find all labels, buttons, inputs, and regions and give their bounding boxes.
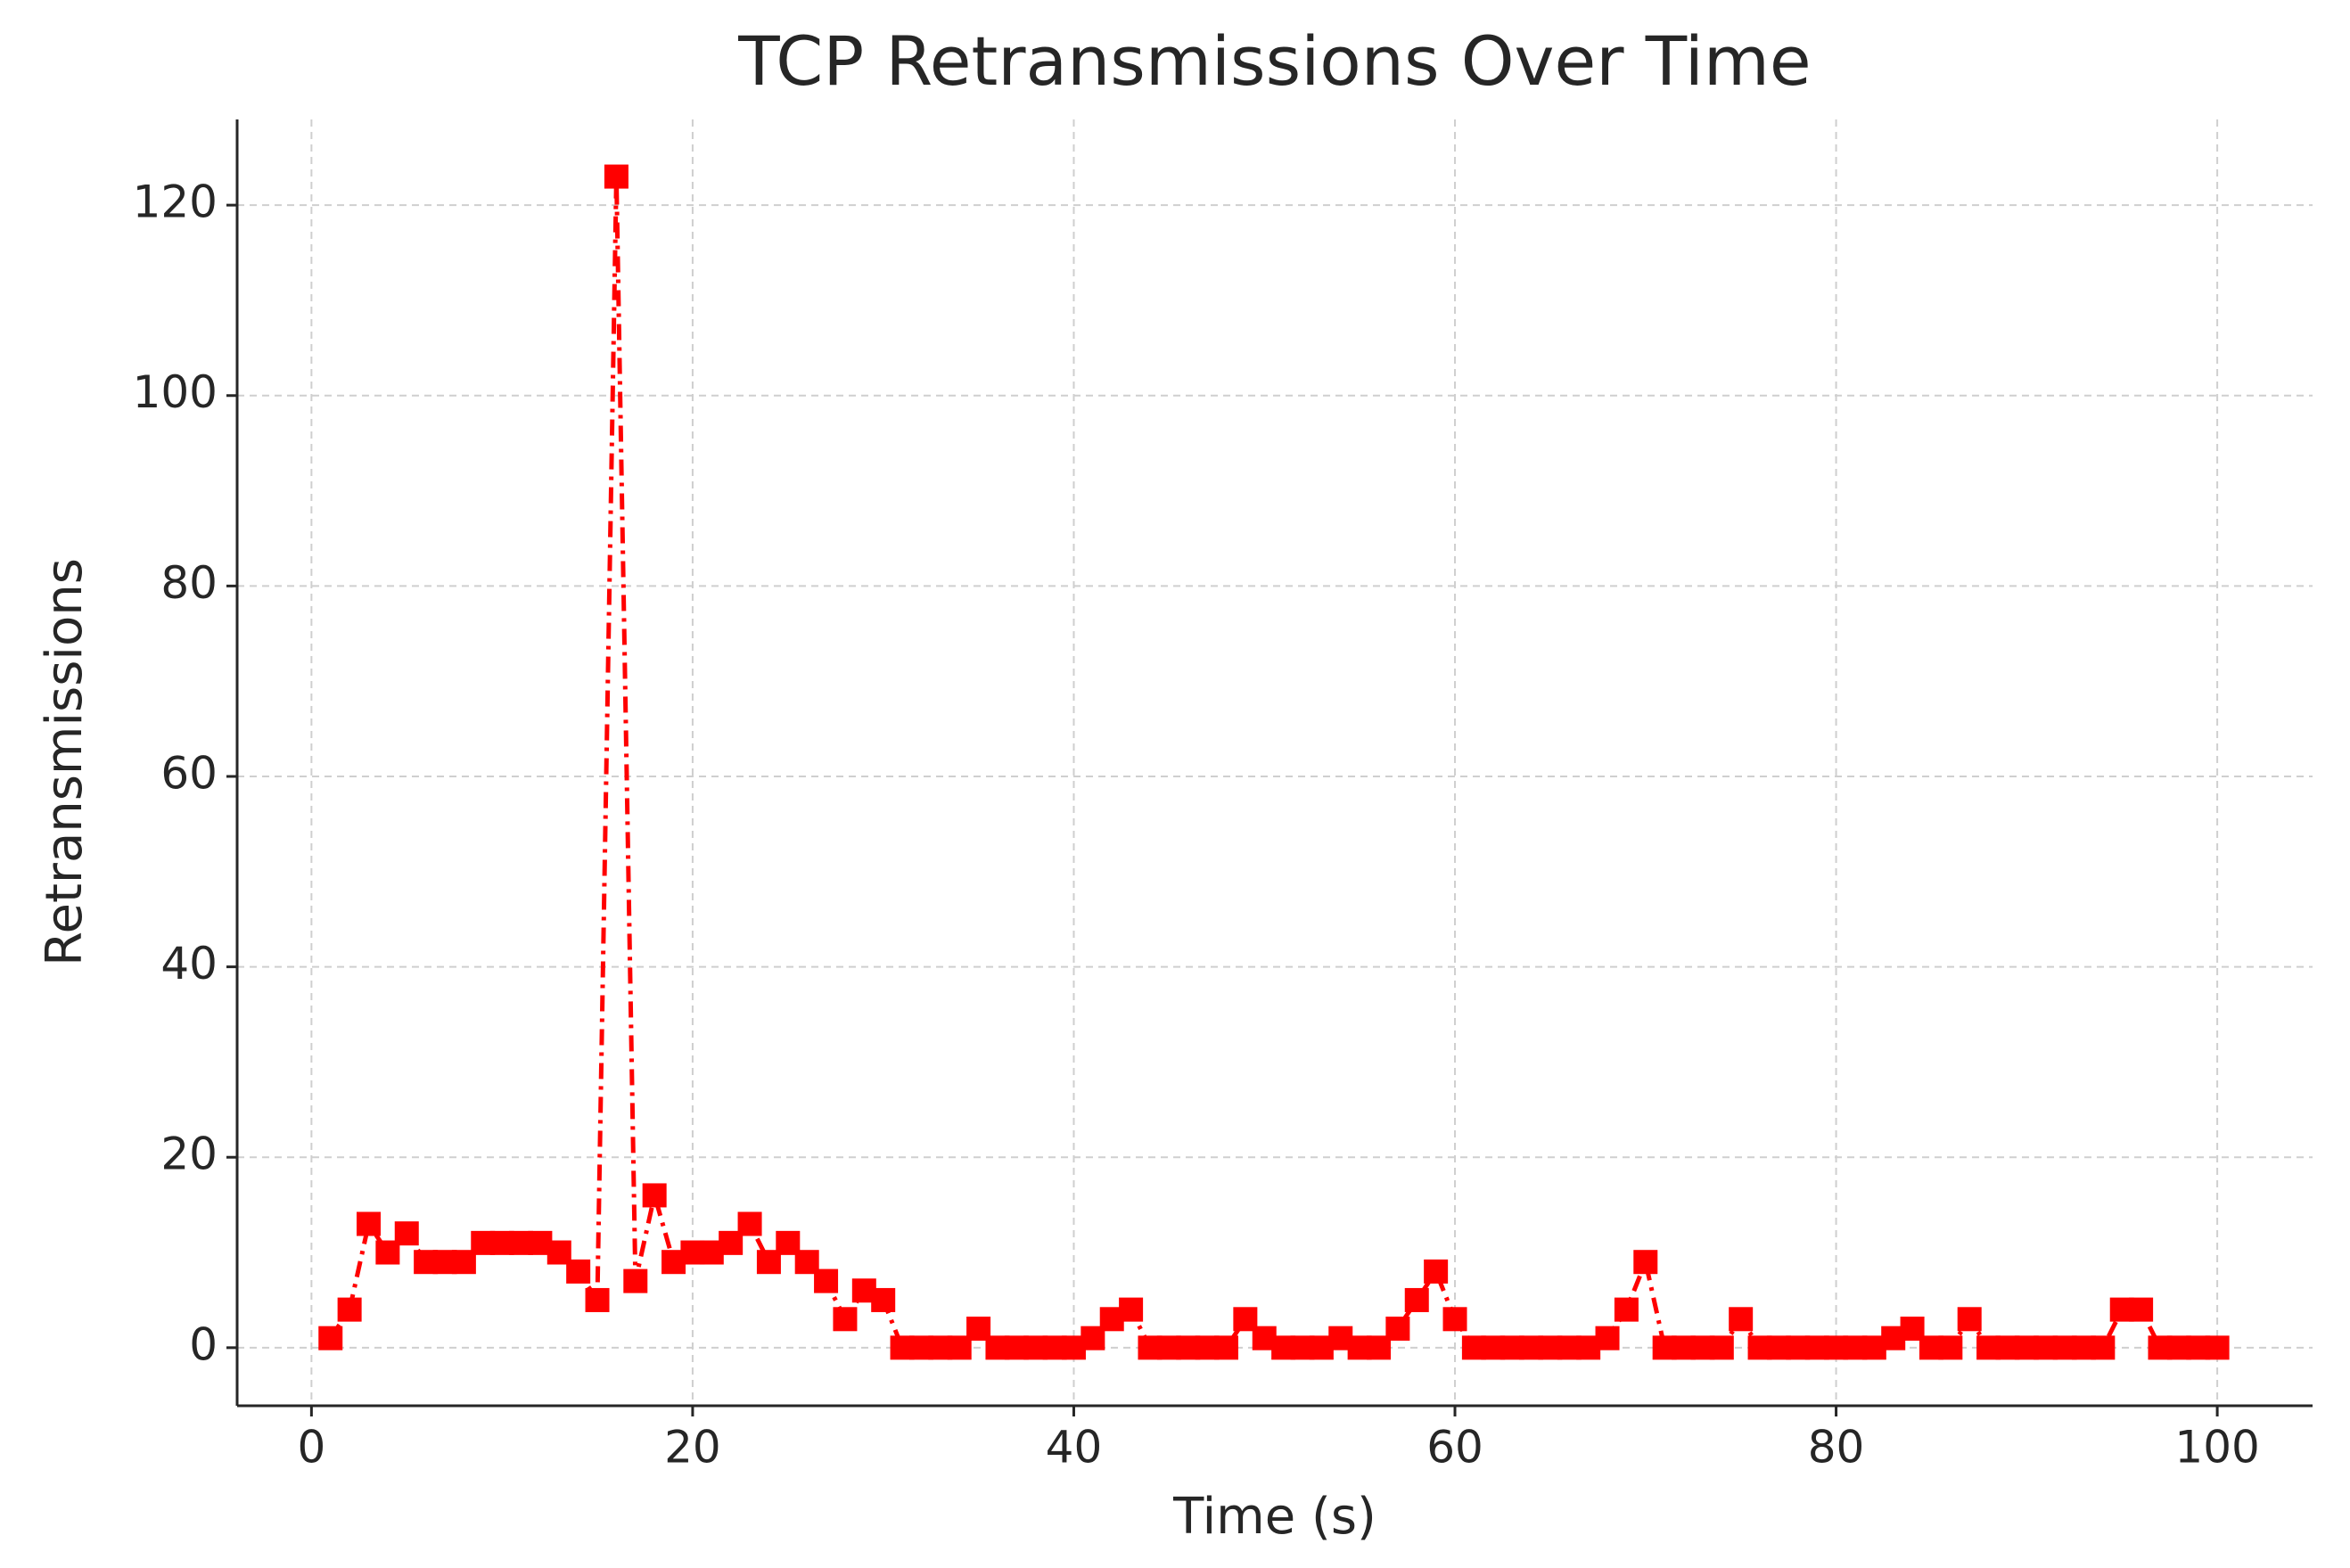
x-tick-label: 80 — [1808, 1422, 1865, 1474]
data-point — [585, 1287, 610, 1312]
y-tick-label: 120 — [133, 177, 218, 228]
x-tick-label: 20 — [664, 1422, 721, 1474]
data-point — [2129, 1297, 2154, 1322]
data-point — [2091, 1335, 2116, 1360]
y-tick-label: 0 — [189, 1318, 218, 1370]
x-tick-label: 40 — [1046, 1422, 1103, 1474]
data-point — [2205, 1335, 2230, 1360]
y-tick-label: 40 — [160, 938, 218, 989]
x-axis-label: Time (s) — [1172, 1488, 1376, 1546]
data-point — [604, 164, 629, 189]
data-point — [357, 1211, 382, 1236]
data-point — [833, 1307, 858, 1332]
data-point — [737, 1211, 762, 1236]
data-point — [623, 1268, 648, 1293]
y-tick-label: 80 — [160, 557, 218, 609]
x-tick-label: 60 — [1426, 1422, 1483, 1474]
data-point — [1595, 1326, 1620, 1350]
x-tick-label: 0 — [297, 1422, 325, 1474]
y-tick-label: 20 — [160, 1129, 218, 1180]
data-line — [328, 177, 2218, 1350]
data-point — [1633, 1250, 1658, 1275]
x-tick-label: 100 — [2174, 1422, 2259, 1474]
data-point — [337, 1297, 362, 1322]
data-point — [642, 1183, 667, 1208]
chart-title: TCP Retransmissions Over Time — [737, 21, 1811, 101]
data-point — [566, 1259, 591, 1284]
data-point — [1938, 1335, 1963, 1360]
data-point — [1404, 1287, 1429, 1312]
data-point — [318, 1326, 343, 1350]
data-point — [814, 1268, 839, 1293]
data-point — [871, 1287, 896, 1312]
data-point — [1729, 1307, 1754, 1332]
data-point — [1614, 1297, 1639, 1322]
y-tick-label: 100 — [133, 366, 218, 418]
data-point — [1957, 1307, 1982, 1332]
data-point — [1213, 1335, 1238, 1360]
data-point — [1709, 1335, 1734, 1360]
data-point — [1442, 1307, 1467, 1332]
data-point — [1424, 1259, 1449, 1284]
data-point — [1385, 1316, 1410, 1341]
data-point — [394, 1221, 419, 1246]
y-tick-label: 60 — [160, 747, 218, 799]
y-axis-label: Retransmissions — [36, 558, 94, 966]
data-point — [1119, 1297, 1144, 1322]
